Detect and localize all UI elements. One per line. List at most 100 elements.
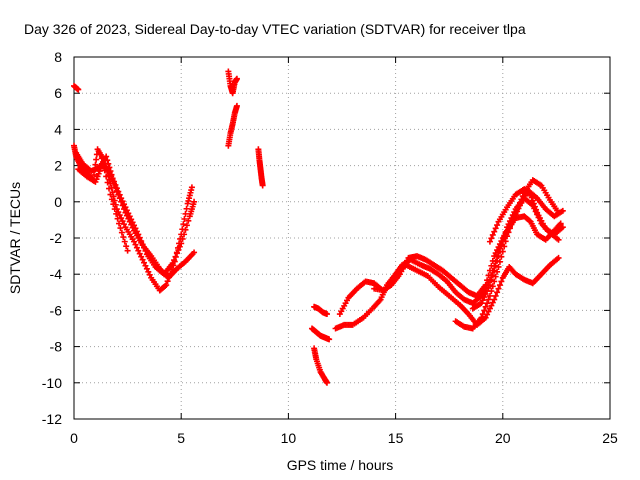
data-point — [100, 161, 107, 168]
data-point — [116, 212, 123, 219]
data-point — [131, 238, 138, 245]
data-point — [505, 221, 512, 228]
data-point — [143, 265, 150, 272]
data-point — [124, 247, 131, 254]
y-tick-label: 6 — [54, 85, 62, 101]
series-arc-o — [452, 177, 562, 332]
data-point — [492, 250, 499, 257]
data-point — [114, 215, 121, 222]
data-point — [531, 203, 538, 210]
data-point — [121, 206, 128, 213]
data-point — [178, 240, 185, 247]
data-point — [494, 222, 501, 229]
data-point — [506, 218, 513, 225]
data-point — [108, 196, 115, 203]
data-point — [132, 241, 139, 248]
data-point — [138, 253, 145, 260]
data-point — [492, 292, 499, 299]
data-point — [163, 282, 170, 289]
data-point — [323, 311, 330, 318]
y-axis-label: SDTVAR / TECUs — [7, 182, 23, 294]
series-arc-h — [255, 146, 266, 189]
x-tick-label: 5 — [177, 430, 185, 446]
data-point — [498, 243, 505, 250]
data-point — [181, 231, 188, 238]
data-point — [491, 267, 498, 274]
data-point — [496, 248, 503, 255]
data-point — [111, 206, 118, 213]
y-tick-label: -4 — [50, 266, 63, 282]
data-point — [555, 209, 562, 216]
data-point — [188, 184, 195, 191]
data-point — [501, 233, 508, 240]
data-point — [133, 244, 140, 251]
series-arc-f — [225, 68, 240, 97]
y-tick-label: 2 — [54, 158, 62, 174]
data-point — [496, 282, 503, 289]
data-point — [146, 271, 153, 278]
data-point — [485, 285, 492, 292]
x-tick-label: 10 — [281, 430, 297, 446]
data-point — [491, 296, 498, 303]
data-point — [106, 185, 113, 192]
data-point — [185, 217, 192, 224]
data-point — [98, 155, 105, 162]
data-point — [123, 212, 130, 219]
data-point — [182, 226, 189, 233]
data-point — [489, 272, 496, 279]
data-point — [527, 191, 534, 198]
data-point — [119, 218, 126, 225]
x-tick-label: 0 — [70, 430, 78, 446]
data-point — [491, 228, 498, 235]
data-point — [112, 184, 119, 191]
data-point — [135, 247, 142, 254]
series-arc-d — [75, 162, 198, 281]
data-point — [121, 238, 128, 245]
data-point — [107, 191, 114, 198]
chart-title: Day 326 of 2023, Sidereal Day-to-day VTE… — [24, 21, 526, 37]
data-point — [145, 268, 152, 275]
data-point — [485, 296, 492, 303]
data-point — [126, 218, 133, 225]
y-tick-label: -10 — [42, 375, 62, 391]
data-point — [191, 249, 198, 256]
x-axis-label: GPS time / hours — [287, 457, 394, 473]
data-point — [105, 160, 112, 167]
y-tick-label: -12 — [42, 411, 62, 427]
data-point — [181, 215, 188, 222]
grid-lines — [74, 57, 610, 419]
data-point — [508, 215, 515, 222]
data-point — [108, 173, 115, 180]
y-tick-label: 8 — [54, 49, 62, 65]
data-point — [559, 224, 566, 231]
data-point — [484, 300, 491, 307]
series-arc-j — [308, 325, 333, 343]
data-point — [115, 191, 122, 198]
data-point — [176, 243, 183, 250]
data-point — [555, 236, 562, 243]
data-point — [104, 179, 111, 186]
data-point — [118, 198, 125, 205]
data-point — [122, 209, 129, 216]
data-point — [533, 206, 540, 213]
data-point — [555, 254, 562, 261]
data-point — [486, 305, 493, 312]
data-point — [502, 228, 509, 235]
series-arc-q — [486, 186, 566, 245]
data-point — [141, 259, 148, 266]
data-point — [494, 289, 501, 296]
data-point — [496, 258, 503, 265]
data-point — [488, 235, 495, 242]
x-tick-label: 15 — [388, 430, 404, 446]
series-arc-i — [311, 345, 330, 386]
series-arc-c — [73, 149, 198, 278]
data-point — [478, 314, 485, 321]
data-point — [175, 247, 182, 254]
data-points — [71, 68, 566, 386]
data-point — [139, 256, 146, 263]
data-point — [172, 253, 179, 260]
data-point — [526, 190, 533, 197]
data-point — [488, 302, 495, 309]
data-point — [530, 200, 537, 207]
